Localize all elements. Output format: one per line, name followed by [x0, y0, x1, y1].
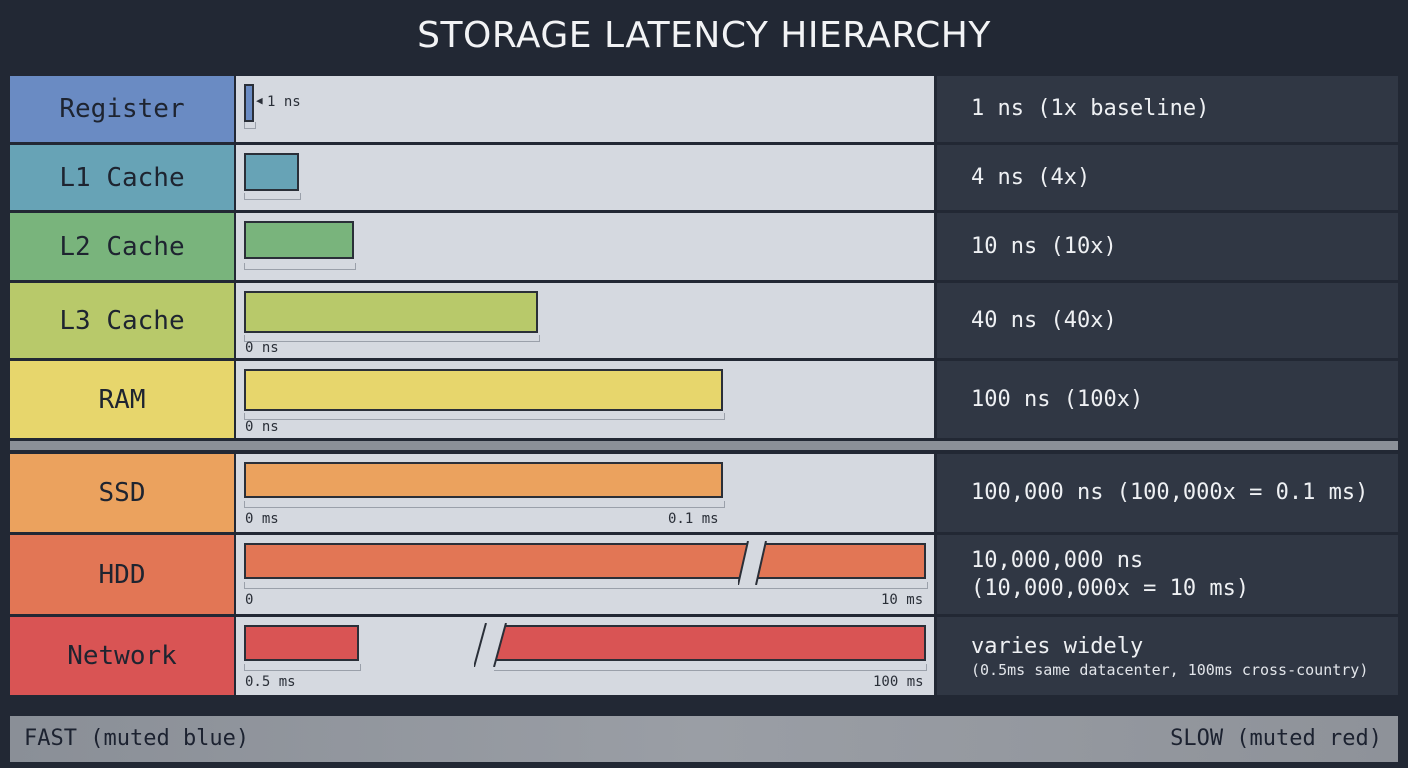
scale-end-label: 10 ms: [881, 592, 924, 608]
row-l3-cache: L3 Cache 0 ns 40 ns (40x): [10, 283, 1398, 358]
scale-end-label: 0.1 ms: [668, 511, 719, 527]
scale-line: [244, 193, 301, 200]
scale-start-label: 0 ns: [245, 340, 279, 356]
bar-track: 0 ns: [236, 283, 934, 358]
bar-arrow: ◀: [256, 94, 263, 107]
bar-track: 0 10 ms: [236, 535, 934, 614]
scale-line: [244, 413, 725, 420]
row-register: Register ◀ 1 ns 1 ns (1x baseline): [10, 76, 1398, 142]
latency-bar: [244, 369, 723, 411]
bar-track: [236, 145, 934, 210]
latency-bar: [244, 462, 723, 498]
latency-bar: [244, 291, 538, 333]
row-label: SSD: [10, 454, 234, 532]
speed-legend-bar: FAST (muted blue) SLOW (muted red): [10, 716, 1398, 762]
row-info: 10 ns (10x): [937, 213, 1398, 280]
latency-bar-max: [494, 625, 926, 661]
row-info: 1 ns (1x baseline): [937, 76, 1398, 142]
row-label: L1 Cache: [10, 145, 234, 210]
scale-start-label: 0 ns: [245, 419, 279, 435]
scale-line: [494, 664, 927, 671]
info-line-1: 10,000,000 ns: [971, 547, 1144, 573]
latency-bar: [244, 153, 299, 191]
scale-line: [244, 335, 540, 342]
bar-track: ◀ 1 ns: [236, 76, 934, 142]
bar-track: 0.5 ms 100 ms: [236, 617, 934, 695]
latency-bar-min: [244, 625, 359, 661]
scale-line: [244, 263, 356, 270]
row-label: Network: [10, 617, 234, 695]
row-ssd: SSD 0 ms 0.1 ms 100,000 ns (100,000x = 0…: [10, 454, 1398, 532]
memory-storage-divider: [10, 441, 1398, 450]
axis-break-icon: [474, 623, 507, 667]
scale-line: [244, 582, 928, 589]
row-label: L3 Cache: [10, 283, 234, 358]
page-title: STORAGE LATENCY HIERARCHY: [417, 15, 991, 56]
row-label: Register: [10, 76, 234, 142]
row-info: 40 ns (40x): [937, 283, 1398, 358]
slow-label: SLOW (muted red): [1170, 726, 1382, 751]
scale-line: [244, 664, 361, 671]
bar-track: 0 ms 0.1 ms: [236, 454, 934, 532]
info-line-2: (10,000,000x = 10 ms): [971, 575, 1250, 601]
latency-bar: [244, 543, 926, 579]
scale-end-label: 100 ms: [873, 674, 924, 690]
scale-start-label: 0.5 ms: [245, 674, 296, 690]
info-subtext: (0.5ms same datacenter, 100ms cross-coun…: [971, 661, 1369, 679]
row-label: HDD: [10, 535, 234, 614]
row-l2-cache: L2 Cache 10 ns (10x): [10, 213, 1398, 280]
row-l1-cache: L1 Cache 4 ns (4x): [10, 145, 1398, 210]
row-info: varies widely (0.5ms same datacenter, 10…: [937, 617, 1398, 695]
row-hdd: HDD 0 10 ms 10,000,000 ns (10,000,000x =…: [10, 535, 1398, 614]
scale-line: [244, 501, 725, 508]
scale-line: [244, 122, 256, 129]
row-ram: RAM 0 ns 100 ns (100x): [10, 361, 1398, 438]
row-network: Network 0.5 ms 100 ms varies widely (0.5…: [10, 617, 1398, 695]
fast-label: FAST (muted blue): [24, 726, 250, 751]
bar-track: [236, 213, 934, 280]
row-info: 4 ns (4x): [937, 145, 1398, 210]
info-line-1: varies widely: [971, 634, 1144, 659]
bar-annotation: 1 ns: [267, 94, 301, 110]
row-info: 100 ns (100x): [937, 361, 1398, 438]
row-info: 100,000 ns (100,000x = 0.1 ms): [937, 454, 1398, 532]
scale-start-label: 0: [245, 592, 254, 608]
axis-break-icon: [738, 541, 767, 585]
latency-bar: [244, 221, 354, 259]
row-label: L2 Cache: [10, 213, 234, 280]
scale-start-label: 0 ms: [245, 511, 279, 527]
row-info: 10,000,000 ns (10,000,000x = 10 ms): [937, 535, 1398, 614]
row-label: RAM: [10, 361, 234, 438]
latency-bar: [244, 84, 254, 122]
bar-track: 0 ns: [236, 361, 934, 438]
